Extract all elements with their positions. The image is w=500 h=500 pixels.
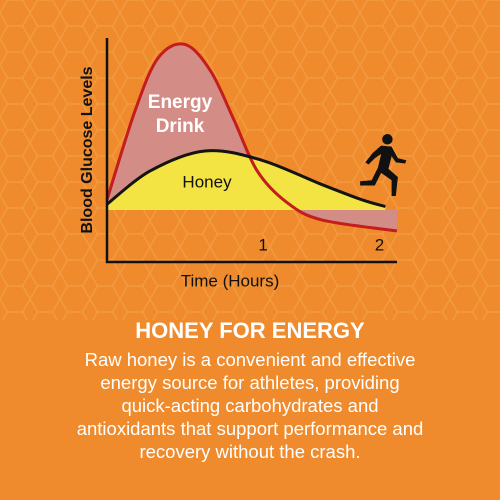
body-line: quick-acting carbohydrates and bbox=[121, 395, 379, 416]
series-label: Honey bbox=[182, 172, 232, 191]
body-line: antioxidants that support performance an… bbox=[76, 418, 424, 439]
series-line bbox=[106, 149, 386, 208]
x-tick-label: 2 bbox=[375, 235, 384, 254]
series-line bbox=[105, 42, 398, 233]
runner-icon bbox=[360, 134, 407, 196]
y-axis-label: Blood Glucose Levels bbox=[79, 66, 96, 233]
plot: Energy Drink Honey bbox=[105, 42, 398, 233]
heading: HONEY FOR ENERGY bbox=[135, 318, 365, 343]
area-fill bbox=[107, 150, 386, 210]
x-tick-label: 1 bbox=[258, 235, 267, 254]
series-label: Energy Drink bbox=[148, 92, 213, 137]
x-axis-label: Time (Hours) bbox=[181, 271, 280, 290]
body-line: energy source for athletes, providing bbox=[100, 372, 400, 393]
chart: Energy Drink Honey Blood Glucose Levels Ti… bbox=[0, 0, 500, 320]
body-text: Raw honey is a convenient and effective e… bbox=[0, 348, 500, 463]
body-line: recovery without the crash. bbox=[139, 441, 361, 462]
body-line: Raw honey is a convenient and effective bbox=[84, 349, 416, 370]
